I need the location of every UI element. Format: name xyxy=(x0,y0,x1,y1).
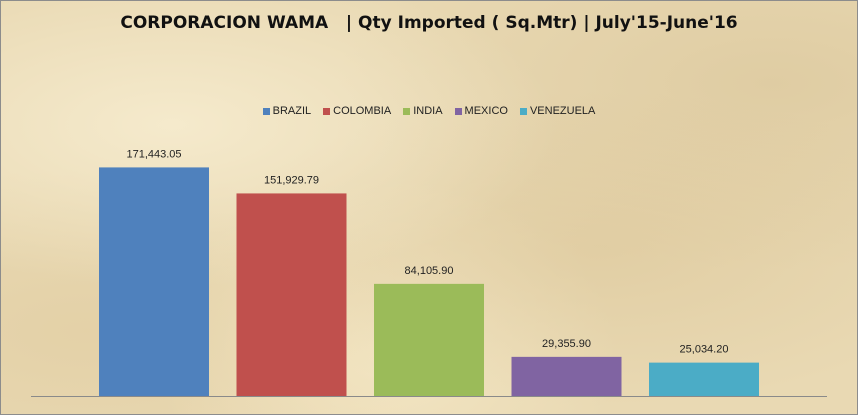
data-label-india: 84,105.90 xyxy=(405,265,454,277)
legend-swatch-colombia xyxy=(323,107,331,115)
bar-india xyxy=(374,283,484,396)
bar-brazil xyxy=(99,167,209,396)
bar-group xyxy=(99,167,759,396)
chart-title: CORPORACION WAMA | Qty Imported ( Sq.Mtr… xyxy=(120,13,738,33)
legend-label-colombia: COLOMBIA xyxy=(333,105,392,117)
legend-label-mexico: MEXICO xyxy=(464,105,508,117)
legend-item-india: INDIA xyxy=(403,105,443,117)
data-label-group: 171,443.05 151,929.79 84,105.90 29,355.90 25… xyxy=(126,148,728,355)
legend-swatch-venezuela xyxy=(519,107,527,115)
legend-item-brazil: BRAZIL xyxy=(262,105,312,117)
legend-swatch-mexico xyxy=(454,107,462,115)
legend-item-venezuela: VENEZUELA xyxy=(519,105,596,117)
data-label-venezuela: 25,034.20 xyxy=(680,344,729,356)
legend-label-venezuela: VENEZUELA xyxy=(529,105,596,117)
data-label-colombia: 151,929.79 xyxy=(264,174,319,186)
data-label-brazil: 171,443.05 xyxy=(126,148,181,160)
legend-item-colombia: COLOMBIA xyxy=(323,105,391,117)
legend-item-mexico: MEXICO xyxy=(454,105,508,117)
legend-label-brazil: BRAZIL xyxy=(272,105,312,117)
legend: BRAZIL COLOMBIA INDIA MEXICO VENEZUELA xyxy=(1,105,857,117)
bar-mexico xyxy=(511,356,622,396)
data-label-mexico: 29,355.90 xyxy=(542,338,591,350)
legend-swatch-brazil xyxy=(262,107,270,115)
bar-venezuela xyxy=(649,362,759,396)
bar-colombia xyxy=(236,193,347,396)
legend-swatch-india xyxy=(403,107,411,115)
legend-label-india: INDIA xyxy=(413,105,443,117)
